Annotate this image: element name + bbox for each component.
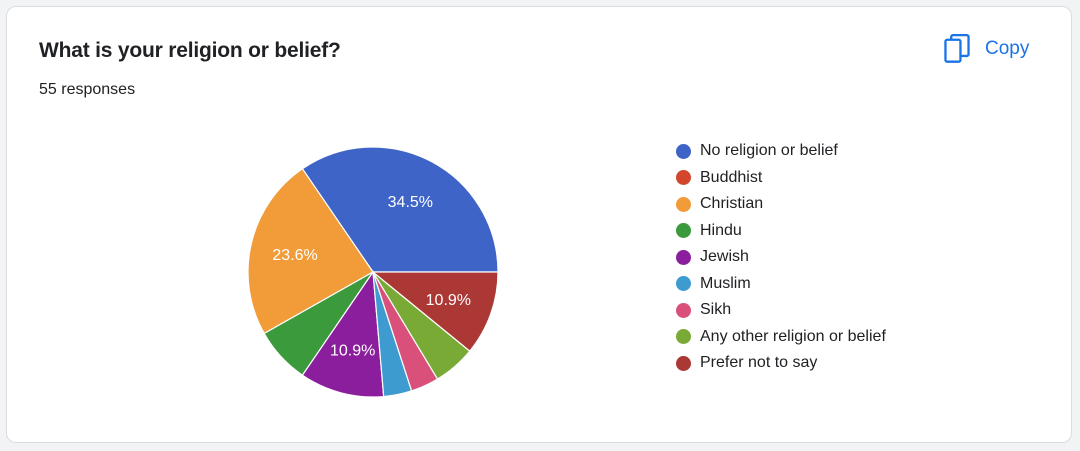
pie-slice-jewish[interactable] [301,270,385,398]
response-count: 55 responses [39,81,136,98]
legend-item: Buddhist [676,165,886,192]
legend-swatch [676,143,691,159]
copy-label: Copy [985,38,1030,59]
pie-slice-no-religion-or-belief[interactable] [301,146,499,273]
slice-percent-label: 10.9% [426,292,471,309]
legend-swatch [676,329,691,345]
legend-swatch [676,276,691,292]
copy-button[interactable]: Copy [939,33,1033,65]
legend-label: Any other religion or belief [700,327,886,345]
legend-item: Sikh [676,297,886,324]
pie-slice-prefer-not-to-say[interactable] [371,271,499,352]
legend-swatch [676,249,691,265]
legend-swatch [676,355,691,371]
slice-percent-label: 23.6% [272,247,317,264]
legend-label: No religion or belief [700,142,838,160]
legend-label: Jewish [700,248,749,266]
pie-slice-christian[interactable] [247,167,374,335]
legend-label: Hindu [700,221,742,239]
legend-swatch [676,170,691,186]
chart-legend: No religion or belief Buddhist Christian Hi… [676,138,886,377]
legend-label: Muslim [700,274,751,292]
slice-percent-label: 34.5% [388,194,433,211]
question-title: What is your religion or belief? [39,39,341,62]
legend-swatch [676,196,691,212]
legend-item: Christian [676,191,886,218]
legend-label: Christian [700,195,764,213]
legend-label: Sikh [700,301,732,319]
copy-icon [944,34,970,63]
legend-item: Any other religion or belief [676,324,886,351]
legend-label: Buddhist [700,168,763,186]
legend-swatch [676,223,691,239]
legend-item: Muslim [676,271,886,298]
legend-item: Jewish [676,244,886,271]
legend-label: Prefer not to say [700,354,818,372]
legend-item: Prefer not to say [676,350,886,377]
slice-percent-label: 10.9% [330,342,375,359]
legend-swatch [676,302,691,318]
legend-item: No religion or belief [676,138,886,165]
legend-item: Hindu [676,218,886,245]
chart-card: What is your religion or belief? 55 resp… [6,6,1072,443]
